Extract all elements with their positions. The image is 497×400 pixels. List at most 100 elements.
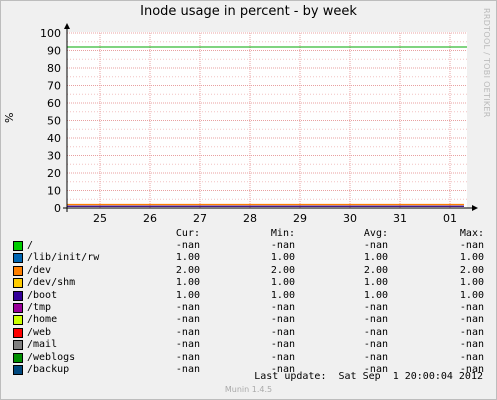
y-tick-label: 80: [47, 62, 61, 75]
legend-label: /dev/shm: [27, 277, 76, 289]
legend-swatch: [13, 290, 23, 301]
x-tick-label: 01: [443, 212, 457, 225]
legend-label: /home: [27, 314, 58, 326]
legend-swatch: [13, 253, 23, 264]
legend-min-value: -nan: [270, 240, 295, 251]
legend-swatch: [13, 340, 23, 351]
legend-label: /weblogs: [27, 351, 76, 363]
header-max: Max:: [459, 228, 484, 239]
legend-avg-value: 1.00: [363, 252, 388, 264]
legend-cur-value: -nan: [175, 326, 200, 338]
legend-min-value: 1.00: [270, 277, 295, 289]
legend-label: /dev: [27, 264, 52, 276]
legend-avg-value: -nan: [363, 240, 388, 251]
legend-swatch: [13, 265, 23, 276]
legend-min-value: -nan: [270, 364, 295, 375]
x-tick-label: 29: [293, 212, 307, 225]
legend-max-value: -nan: [459, 240, 484, 251]
legend-max-value: -nan: [459, 302, 484, 313]
legend-label: /lib/init/rw: [27, 252, 100, 264]
legend-cur-value: 1.00: [175, 252, 200, 264]
legend-avg-value: 1.00: [363, 289, 388, 301]
legend-label: /backup: [27, 364, 70, 375]
legend-label: /boot: [27, 289, 58, 301]
legend-row: /tmp -nan -nan -nan -nan: [0, 302, 497, 314]
legend-avg-value: 1.00: [363, 277, 388, 289]
munin-version: Munin 1.4.5: [224, 385, 273, 394]
x-tick-label: 26: [143, 212, 157, 225]
legend-label: /web: [27, 326, 52, 338]
last-update: Last update: Sat Sep 1 20:00:04 2012: [254, 371, 483, 382]
legend-row: /weblogs -nan -nan -nan -nan: [0, 352, 497, 364]
legend-avg-value: -nan: [363, 314, 388, 326]
header-min: Min:: [270, 228, 295, 239]
x-axis-arrow: [472, 205, 478, 211]
legend-cur-value: -nan: [175, 351, 200, 363]
legend-cur-value: 1.00: [175, 289, 200, 301]
legend-min-value: -nan: [270, 326, 295, 338]
legend-avg-value: 2.00: [363, 264, 388, 276]
legend-max-value: 2.00: [459, 264, 484, 276]
x-tick-label: 28: [243, 212, 257, 225]
legend-cur-value: -nan: [175, 339, 200, 351]
legend-cur-value: -nan: [175, 302, 200, 313]
x-tick-label: 25: [93, 212, 107, 225]
legend-row: /dev 2.00 2.00 2.00 2.00: [0, 265, 497, 277]
legend-max-value: 1.00: [459, 277, 484, 289]
y-tick-label: 50: [47, 115, 61, 128]
legend-swatch: [13, 303, 23, 313]
legend-swatch: [13, 352, 23, 363]
legend-label: /mail: [27, 339, 58, 351]
legend-max-value: -nan: [459, 364, 484, 375]
chart-title: Inode usage in percent - by week: [140, 4, 357, 19]
legend-label: /tmp: [27, 302, 52, 313]
legend-cur-value: -nan: [175, 364, 200, 375]
legend-avg-value: -nan: [363, 339, 388, 351]
y-tick-label: 10: [47, 185, 61, 198]
legend-avg-value: -nan: [363, 351, 388, 363]
legend-cur-value: -nan: [175, 240, 200, 251]
legend-row: /home -nan -nan -nan -nan: [0, 314, 497, 326]
legend-cur-value: 2.00: [175, 264, 200, 276]
legend-row: /backup -nan -nan -nan -nan: [0, 364, 497, 376]
legend-avg-value: -nan: [363, 326, 388, 338]
legend-row: /boot 1.00 1.00 1.00 1.00: [0, 290, 497, 302]
legend-max-value: -nan: [459, 339, 484, 351]
y-tick-label: 90: [47, 45, 61, 58]
legend-cur-value: 1.00: [175, 277, 200, 289]
x-tick-label: 31: [393, 212, 407, 225]
legend-max-value: 1.00: [459, 289, 484, 301]
legend-max-value: -nan: [459, 314, 484, 326]
legend-header: Cur: Min: Avg: Max:: [0, 228, 497, 240]
legend-min-value: 2.00: [270, 264, 295, 276]
legend-cur-value: -nan: [175, 314, 200, 326]
chart-area: 0 10 20 30 40 50 60 70 80 90 100 25 26 27 28 29 30 31 01: [40, 23, 478, 225]
legend-min-value: 1.00: [270, 252, 295, 264]
legend-min-value: -nan: [270, 339, 295, 351]
y-tick-label: 30: [47, 150, 61, 163]
legend-min-value: -nan: [270, 302, 295, 313]
y-tick-label: 40: [47, 132, 61, 145]
header-avg: Avg:: [363, 228, 388, 239]
legend-avg-value: -nan: [363, 364, 388, 375]
x-tick-label: 30: [343, 212, 357, 225]
legend-swatch: [13, 278, 23, 289]
legend-avg-value: -nan: [363, 302, 388, 313]
legend-label: /: [27, 240, 34, 251]
y-tick-label: 20: [47, 167, 61, 180]
legend-swatch: [13, 315, 23, 326]
legend-swatch: [13, 327, 23, 338]
header-cur: Cur:: [175, 228, 200, 239]
y-tick-label: 70: [47, 80, 61, 93]
legend-max-value: -nan: [459, 326, 484, 338]
legend-min-value: 1.00: [270, 289, 295, 301]
y-tick-label: 0: [54, 202, 61, 215]
legend-swatch: [13, 365, 23, 375]
legend-row: /lib/init/rw 1.00 1.00 1.00 1.00: [0, 252, 497, 264]
y-tick-label: 100: [40, 27, 61, 40]
legend-min-value: -nan: [270, 351, 295, 363]
y-tick-label: 60: [47, 97, 61, 110]
legend-min-value: -nan: [270, 314, 295, 326]
y-axis-arrow: [64, 23, 70, 29]
legend-row: / -nan -nan -nan -nan: [0, 240, 497, 252]
